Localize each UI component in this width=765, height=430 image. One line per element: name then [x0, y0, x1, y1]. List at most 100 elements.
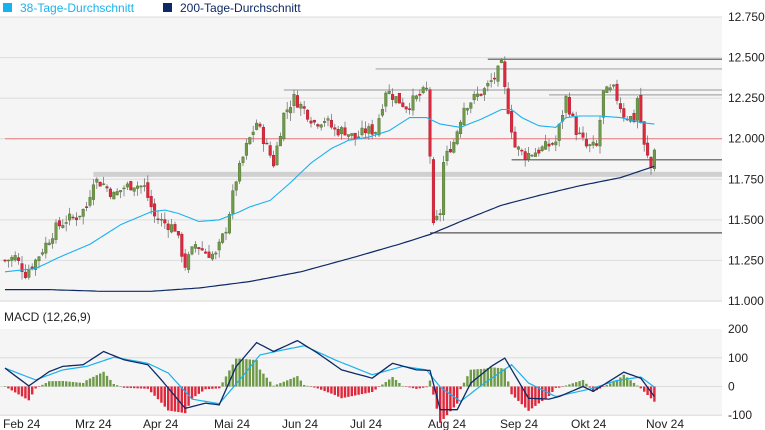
candle-up: [40, 252, 44, 255]
histogram-bar-negative: [156, 386, 160, 400]
histogram-bar-positive: [286, 380, 289, 387]
candle-up: [472, 94, 476, 101]
histogram-bar-negative: [513, 386, 517, 398]
histogram-bar-negative: [411, 386, 415, 389]
candle-up: [326, 118, 330, 121]
histogram-bar-negative: [136, 386, 139, 389]
histogram-bar-positive: [61, 380, 64, 387]
histogram-bar-positive: [275, 384, 279, 387]
histogram-bar-negative: [537, 386, 540, 404]
signal-line: [4, 345, 655, 405]
candle-up: [350, 133, 354, 136]
histogram-bar-positive: [496, 367, 500, 387]
legend-label-ma200: 200-Tage-Durchschnitt: [180, 1, 301, 15]
histogram-bar-negative: [163, 386, 166, 407]
candle-down: [295, 95, 299, 108]
candle-up: [601, 90, 605, 118]
candle-up: [445, 150, 449, 161]
candle-up: [629, 116, 633, 122]
histogram-bar-positive: [258, 369, 262, 387]
histogram-bar-positive: [303, 384, 306, 387]
candle-down: [176, 231, 180, 236]
candle-down: [343, 127, 347, 136]
candle-up: [193, 244, 197, 249]
histogram-bar-negative: [27, 386, 30, 401]
histogram-bar-positive: [384, 382, 387, 387]
x-tick-label: Mai 24: [214, 417, 250, 430]
candle-up: [217, 241, 221, 251]
histogram-bar-positive: [228, 370, 231, 387]
x-tick-label: Jul 24: [350, 417, 382, 430]
macd-line: [4, 339, 655, 411]
candle-down: [200, 248, 204, 251]
histogram-bar-positive: [71, 381, 75, 387]
histogram-bar-negative: [337, 386, 340, 397]
candle-up: [421, 87, 425, 94]
histogram-bar-negative: [510, 386, 513, 395]
histogram-bar-negative: [367, 386, 370, 393]
histogram-bar-negative: [408, 386, 411, 388]
candle-down: [309, 120, 313, 124]
histogram-bar-negative: [194, 386, 197, 397]
candle-up: [612, 84, 616, 87]
histogram-bar-positive: [619, 377, 622, 387]
histogram-bar-negative: [558, 386, 561, 388]
histogram-bar-negative: [320, 386, 323, 390]
candle-up: [360, 127, 364, 136]
candle-down: [584, 139, 588, 147]
histogram-bar-positive: [3, 386, 7, 387]
candle-up: [469, 102, 473, 109]
histogram-bar-positive: [41, 384, 44, 387]
candle-up: [81, 208, 85, 217]
candle-up: [554, 141, 558, 146]
histogram-bar-negative: [197, 386, 200, 394]
candle-up: [578, 132, 582, 135]
candle-down: [397, 92, 401, 104]
candle-up: [10, 257, 14, 261]
candle-up: [78, 215, 82, 218]
histogram-bar-negative: [323, 386, 326, 392]
histogram-bar-positive: [605, 385, 608, 387]
histogram-bar-positive: [626, 377, 629, 387]
candle-up: [51, 238, 55, 244]
histogram-bar-negative: [190, 386, 194, 399]
candle-up: [278, 136, 282, 147]
histogram-bar-positive: [68, 381, 71, 387]
candle-up: [442, 162, 446, 216]
candle-up: [357, 136, 361, 139]
candle-down: [523, 151, 527, 160]
candle-down: [153, 203, 157, 217]
candle-down: [261, 126, 265, 145]
histogram-bar-positive: [255, 360, 258, 387]
candle-down: [17, 257, 21, 261]
histogram-bar-negative: [133, 386, 136, 389]
price-tick-label: 11.750: [728, 172, 764, 186]
x-tick-label: Nov 24: [646, 417, 684, 430]
histogram-bar-positive: [581, 379, 585, 387]
ma38-line: [4, 108, 655, 273]
candle-up: [170, 224, 174, 233]
candle-up: [251, 131, 255, 135]
candle-up: [377, 118, 381, 136]
candle-up: [238, 163, 242, 182]
candle-down: [166, 223, 170, 231]
candle-up: [299, 104, 303, 109]
macd-tick-label: -100: [728, 408, 752, 422]
histogram-bar-negative: [534, 386, 537, 406]
macd-title: MACD (12,26,9): [4, 310, 91, 324]
histogram-bar-positive: [102, 371, 105, 387]
macd-tick-label: 200: [728, 322, 748, 336]
histogram-bar-positive: [466, 376, 469, 387]
candle-down: [622, 108, 626, 118]
histogram-bar-negative: [561, 386, 564, 387]
ma200-line: [5, 165, 655, 292]
histogram-bar-negative: [167, 386, 170, 411]
histogram-bar-negative: [139, 386, 143, 389]
macd-y-axis: 200 100 0 -100: [728, 322, 752, 422]
candle-up: [136, 185, 140, 189]
histogram-bar-negative: [432, 386, 435, 395]
candle-up: [231, 190, 235, 214]
histogram-bar-negative: [445, 386, 449, 416]
histogram-bar-negative: [129, 386, 132, 389]
